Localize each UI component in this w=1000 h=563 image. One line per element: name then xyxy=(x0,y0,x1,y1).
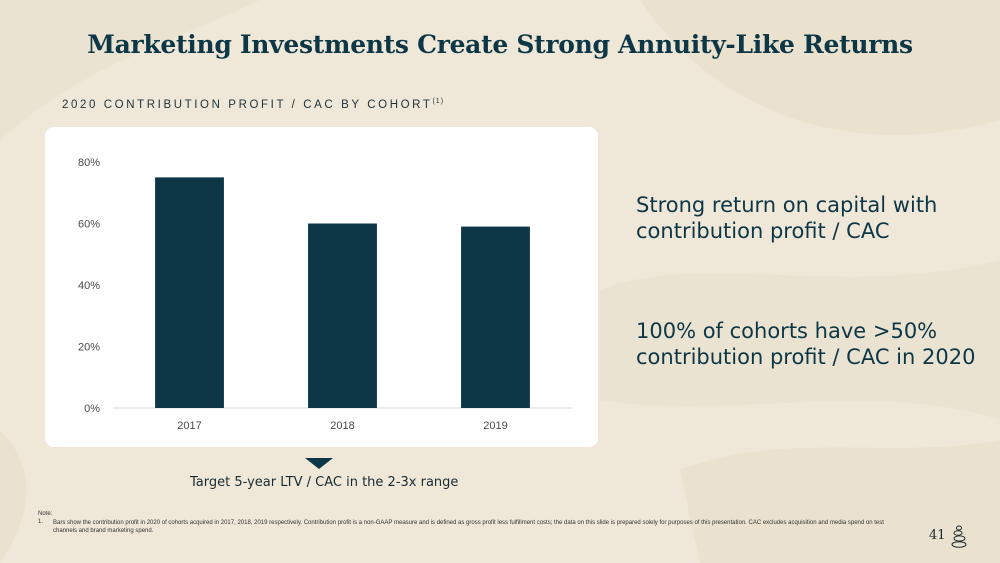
chart-subtitle: 2020 CONTRIBUTION PROFIT / CAC BY COHORT… xyxy=(62,98,444,111)
note-heading: Note: xyxy=(38,511,53,517)
chart-subtitle-text: 2020 CONTRIBUTION PROFIT / CAC BY COHORT xyxy=(62,98,433,111)
bar-2019 xyxy=(461,226,530,408)
y-tick-label: 20% xyxy=(78,342,100,354)
bar-2017 xyxy=(155,177,224,408)
footnote-marker: (1) xyxy=(432,98,445,105)
note-number: 1. xyxy=(38,519,44,525)
bar-2018 xyxy=(308,223,377,408)
stacked-stones-icon xyxy=(951,525,967,548)
callout-cohorts: 100% of cohorts have >50% contribution p… xyxy=(636,319,976,369)
page-number: 41 xyxy=(929,528,946,543)
x-tick-label: 2017 xyxy=(177,420,201,432)
target-caption: Target 5-year LTV / CAC in the 2-3x rang… xyxy=(190,475,459,490)
callout-return-on-capital: Strong return on capital with contributi… xyxy=(636,193,938,243)
y-tick-label: 40% xyxy=(78,280,100,292)
page-title: Marketing Investments Create Strong Annu… xyxy=(87,30,913,59)
y-tick-label: 0% xyxy=(84,403,100,415)
x-tick-label: 2018 xyxy=(330,420,354,432)
note-text: Bars show the contribution profit in 202… xyxy=(53,520,884,534)
down-arrow-icon xyxy=(305,458,333,469)
y-tick-label: 60% xyxy=(78,219,100,231)
y-tick-label: 80% xyxy=(78,157,100,169)
chart-card: 0% 20% 40% 60% 80% 2017 2018 2019 xyxy=(45,127,598,447)
x-tick-label: 2019 xyxy=(483,420,507,432)
bar-chart: 0% 20% 40% 60% 80% 2017 2018 2019 xyxy=(78,157,572,432)
